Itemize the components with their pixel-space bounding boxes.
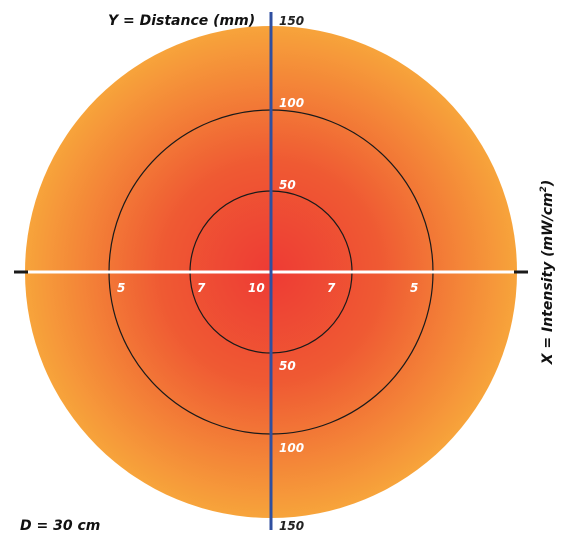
intensity-label-left-5: 5 [117,281,125,295]
intensity-label-left-7: 7 [197,281,206,295]
x-axis-title-superscript: 2 [539,186,549,192]
distance-label-top-150: 150 [279,14,304,28]
distance-label-top-100: 100 [279,96,304,110]
x-axis-title-main: X = Intensity (mW/cm [540,192,556,365]
distance-label-bottom-100: 100 [279,441,304,455]
x-axis-title-close: ) [540,180,556,187]
intensity-label-center-10: 10 [248,281,265,295]
distance-label-bottom-50: 50 [279,359,296,373]
distance-label-top-50: 50 [279,178,296,192]
distance-label-bottom-150: 150 [279,519,304,533]
intensity-label-right-5: 5 [410,281,418,295]
y-axis-title: Y = Distance (mm) [108,13,255,29]
x-axis-title: X = Intensity (mW/cm2) [539,180,556,366]
distance-footer-label: D = 30 cm [20,518,100,534]
intensity-label-right-7: 7 [327,281,336,295]
